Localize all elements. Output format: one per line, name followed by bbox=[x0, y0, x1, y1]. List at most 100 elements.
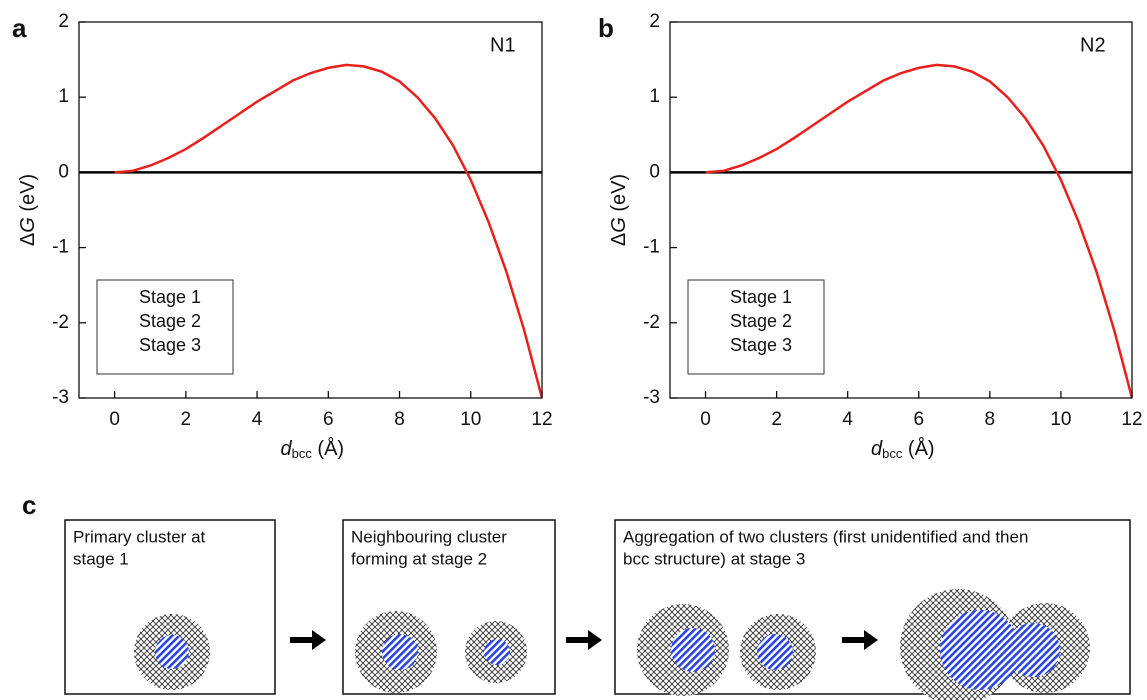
point bbox=[164, 0, 173, 5]
point bbox=[160, 0, 169, 5]
box-text: stage 1 bbox=[73, 549, 129, 568]
legend-label: Stage 3 bbox=[730, 335, 792, 355]
point bbox=[142, 0, 151, 5]
x-label-unit: (Å) bbox=[902, 437, 934, 460]
point bbox=[146, 0, 154, 8]
point bbox=[150, 0, 158, 8]
legend: Stage 1 Stage 2 Stage 3 bbox=[96, 0, 302, 375]
point bbox=[168, 0, 176, 8]
x-tick-label: 10 bbox=[1050, 409, 1071, 430]
y-tick-label: 0 bbox=[58, 161, 69, 182]
legend-marker bbox=[294, 0, 302, 8]
point bbox=[153, 0, 161, 8]
point bbox=[172, 0, 181, 5]
point bbox=[149, 0, 158, 5]
annotation: N2 bbox=[1080, 34, 1106, 56]
x-tick-label: 4 bbox=[252, 409, 263, 430]
point bbox=[172, 0, 180, 8]
point bbox=[146, 0, 154, 8]
point bbox=[161, 0, 169, 8]
x-tick-label: 4 bbox=[842, 409, 853, 430]
point bbox=[142, 0, 150, 8]
point bbox=[153, 0, 162, 5]
plot-area bbox=[142, 0, 1132, 398]
curve bbox=[705, 63, 1132, 398]
point bbox=[153, 0, 162, 5]
panel-label: a bbox=[12, 13, 27, 43]
y-label-var: G bbox=[608, 217, 630, 233]
y-tick-label: 1 bbox=[58, 86, 69, 107]
point bbox=[175, 0, 184, 5]
plot-frame bbox=[669, 21, 1133, 399]
point bbox=[221, 0, 230, 5]
point bbox=[206, 0, 215, 5]
legend-label: Stage 1 bbox=[139, 287, 201, 307]
point bbox=[142, 0, 150, 8]
x-axis-label: dbcc (Å) bbox=[281, 437, 345, 461]
point bbox=[183, 0, 192, 5]
stage-box bbox=[342, 519, 556, 695]
x-tick-label: 2 bbox=[181, 409, 192, 430]
x-label-unit: (Å) bbox=[312, 437, 344, 460]
x-tick-label: 8 bbox=[985, 409, 996, 430]
x-tick-label: 2 bbox=[771, 409, 782, 430]
point bbox=[168, 0, 176, 8]
point bbox=[157, 0, 165, 8]
point bbox=[175, 0, 184, 5]
point bbox=[183, 0, 192, 5]
y-tick-label: -2 bbox=[52, 312, 69, 333]
point bbox=[157, 0, 166, 5]
x-label-var: d bbox=[281, 438, 293, 460]
y-tick-label: -2 bbox=[643, 312, 660, 333]
point bbox=[161, 0, 169, 8]
box-text: forming at stage 2 bbox=[351, 549, 487, 568]
y-tick-label: 1 bbox=[649, 86, 660, 107]
point bbox=[190, 0, 199, 5]
plot-frame bbox=[78, 21, 543, 399]
y-label-delta: Δ bbox=[17, 233, 39, 246]
point bbox=[168, 0, 176, 8]
legend-label: Stage 3 bbox=[139, 335, 201, 355]
box-text: bcc structure) at stage 3 bbox=[623, 549, 805, 568]
point bbox=[161, 0, 169, 8]
x-tick-label: 8 bbox=[394, 409, 405, 430]
point bbox=[142, 0, 150, 8]
arrows bbox=[290, 630, 878, 650]
curve bbox=[114, 63, 542, 398]
y-tick-label: 2 bbox=[649, 11, 660, 32]
box-text: Aggregation of two clusters (first unide… bbox=[623, 527, 1028, 546]
legend-label: Stage 1 bbox=[730, 287, 792, 307]
panel-label: c bbox=[22, 490, 36, 520]
x-tick-label: 6 bbox=[913, 409, 924, 430]
legend-frame bbox=[96, 279, 234, 375]
panel-label: b bbox=[598, 13, 614, 43]
y-axis-label: ΔG (eV) bbox=[608, 174, 630, 246]
x-tick-label: 12 bbox=[1121, 409, 1142, 430]
y-label-unit: (eV) bbox=[608, 174, 630, 217]
point bbox=[153, 0, 161, 8]
point bbox=[172, 0, 181, 5]
point bbox=[157, 0, 166, 5]
y-label-unit: (eV) bbox=[17, 174, 39, 217]
point bbox=[175, 0, 184, 5]
plot-area bbox=[114, 0, 542, 398]
legend-label: Stage 2 bbox=[139, 311, 201, 331]
point bbox=[165, 0, 173, 8]
point bbox=[187, 0, 195, 8]
point bbox=[183, 0, 192, 5]
point bbox=[138, 0, 146, 8]
x-tick-label: 0 bbox=[700, 409, 711, 430]
point bbox=[172, 0, 181, 5]
point bbox=[179, 0, 188, 5]
y-axis-label: ΔG (eV) bbox=[17, 174, 39, 246]
stage-box bbox=[614, 519, 1131, 695]
point bbox=[153, 0, 161, 8]
point bbox=[146, 0, 154, 8]
point bbox=[175, 0, 184, 5]
annotation: N1 bbox=[490, 34, 516, 56]
x-tick-label: 12 bbox=[531, 409, 552, 430]
point bbox=[179, 0, 188, 5]
legend-marker bbox=[318, 0, 327, 5]
x-tick-label: 6 bbox=[323, 409, 334, 430]
